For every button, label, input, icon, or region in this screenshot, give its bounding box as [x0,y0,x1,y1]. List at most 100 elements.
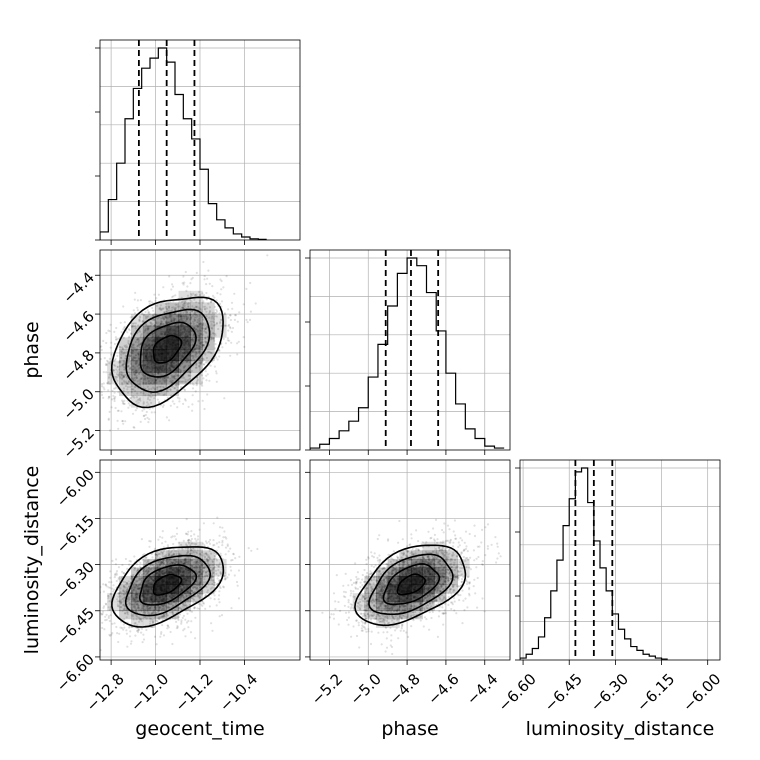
sample-point [184,320,187,323]
sample-point [202,522,205,525]
sample-point [191,338,194,341]
sample-point [91,380,93,382]
sample-point [114,377,117,381]
sample-point [227,316,230,319]
sample-point [151,306,154,310]
sample-point [103,357,106,360]
sample-point [110,353,113,356]
sample-point [187,370,190,373]
sample-point [186,312,189,315]
sample-point [182,307,185,310]
sample-point [109,586,112,590]
sample-point [117,374,120,377]
sample-point [139,377,142,380]
sample-point [121,347,124,350]
sample-point [140,376,143,379]
sample-point [182,539,185,543]
sample-point [168,314,171,317]
sample-point [122,400,125,403]
sample-point [161,536,164,539]
sample-point [178,400,181,403]
sample-point [198,314,201,317]
sample-point [177,380,180,384]
sample-point [238,555,241,558]
sample-point [123,399,126,402]
sample-point [210,622,213,625]
sample-point [105,363,108,367]
sample-point [207,540,210,543]
sample-point [160,322,163,326]
sample-point [168,419,171,422]
sample-point [149,540,152,543]
sample-point [159,385,162,388]
sample-point [218,355,221,358]
sample-point [134,327,137,330]
sample-point [193,318,196,321]
sample-point [121,419,124,423]
sample-point [147,421,150,424]
sample-point [164,322,167,325]
sample-point [233,574,236,577]
sample-point [201,316,204,319]
sample-point [191,394,194,397]
sample-point [135,369,138,372]
sample-point [221,539,224,542]
sample-point [219,293,222,296]
sample-point [166,309,169,312]
sample-point [170,381,173,384]
sample-point [123,362,126,365]
sample-point [115,375,118,378]
sample-point [212,245,214,247]
sample-point [197,365,201,368]
sample-point [146,376,149,379]
sample-point [137,357,140,361]
histogram-clip [100,40,267,240]
sample-point [215,299,218,302]
sample-point [208,306,212,309]
sample-point [138,382,141,385]
sample-point [97,611,99,613]
sample-point [173,535,176,538]
sample-point [199,361,202,364]
sample-point [202,323,205,326]
sample-point [184,618,187,621]
sample-point [208,309,211,312]
sample-point [161,530,164,533]
sample-point [182,275,185,278]
sample-point [236,584,239,587]
sample-point [129,350,132,353]
sample-point [121,348,124,351]
sample-point [175,527,179,530]
sample-point [123,321,126,324]
sample-point [180,316,183,319]
sample-point [162,317,165,320]
sample-point [189,539,192,543]
sample-point [189,313,192,316]
sample-point [195,301,198,304]
sample-point [126,386,130,389]
sample-point [182,361,185,364]
sample-point [234,314,237,317]
sample-point [198,302,201,305]
sample-point [173,319,176,322]
sample-point [146,309,149,312]
sample-point [132,344,135,347]
sample-point [204,353,207,356]
sample-point [100,385,104,388]
sample-point [146,416,149,419]
sample-point [113,342,116,346]
sample-point [190,292,193,296]
sample-point [174,303,177,306]
sample-point [172,295,175,298]
sample-point [144,413,147,417]
sample-point [211,285,214,288]
sample-point [229,318,232,322]
sample-point [162,404,165,407]
sample-point [151,335,155,338]
sample-point [189,313,192,316]
sample-point [238,311,241,314]
sample-point [122,628,125,631]
sample-point [108,357,111,360]
sample-point [132,359,135,362]
sample-point [175,389,179,392]
